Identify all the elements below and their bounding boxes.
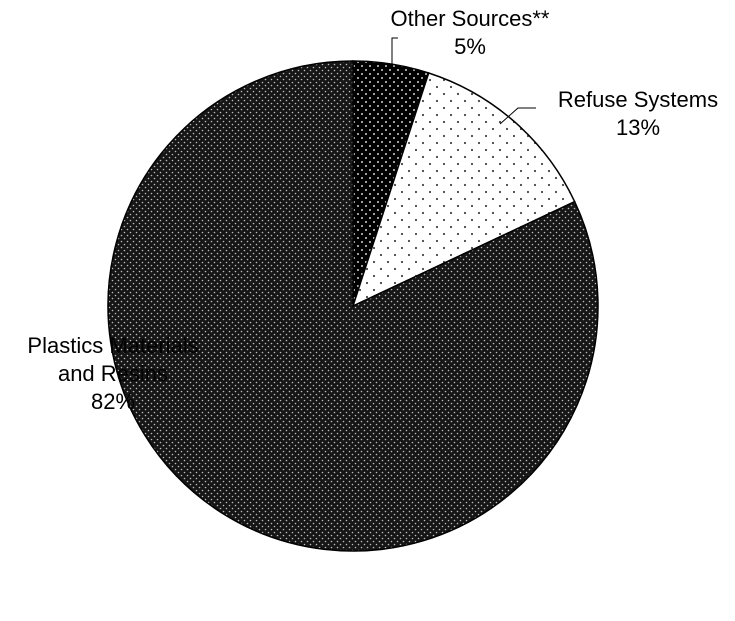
slice-category-label: Refuse Systems <box>558 87 718 112</box>
pie-slice-2 <box>351 72 576 308</box>
leader-line-1 <box>391 37 398 78</box>
slice-value-label: 5% <box>454 34 486 59</box>
slice-category-label: and Resins <box>58 361 168 386</box>
slice-category-label: Other Sources** <box>391 6 550 31</box>
slice-value-label: 82% <box>91 389 135 414</box>
slice-category-label: Plastics Materials <box>27 333 198 358</box>
pie-slice-3 <box>107 60 599 552</box>
leader-line-2 <box>499 107 536 125</box>
slice-value-label: 13% <box>616 115 660 140</box>
